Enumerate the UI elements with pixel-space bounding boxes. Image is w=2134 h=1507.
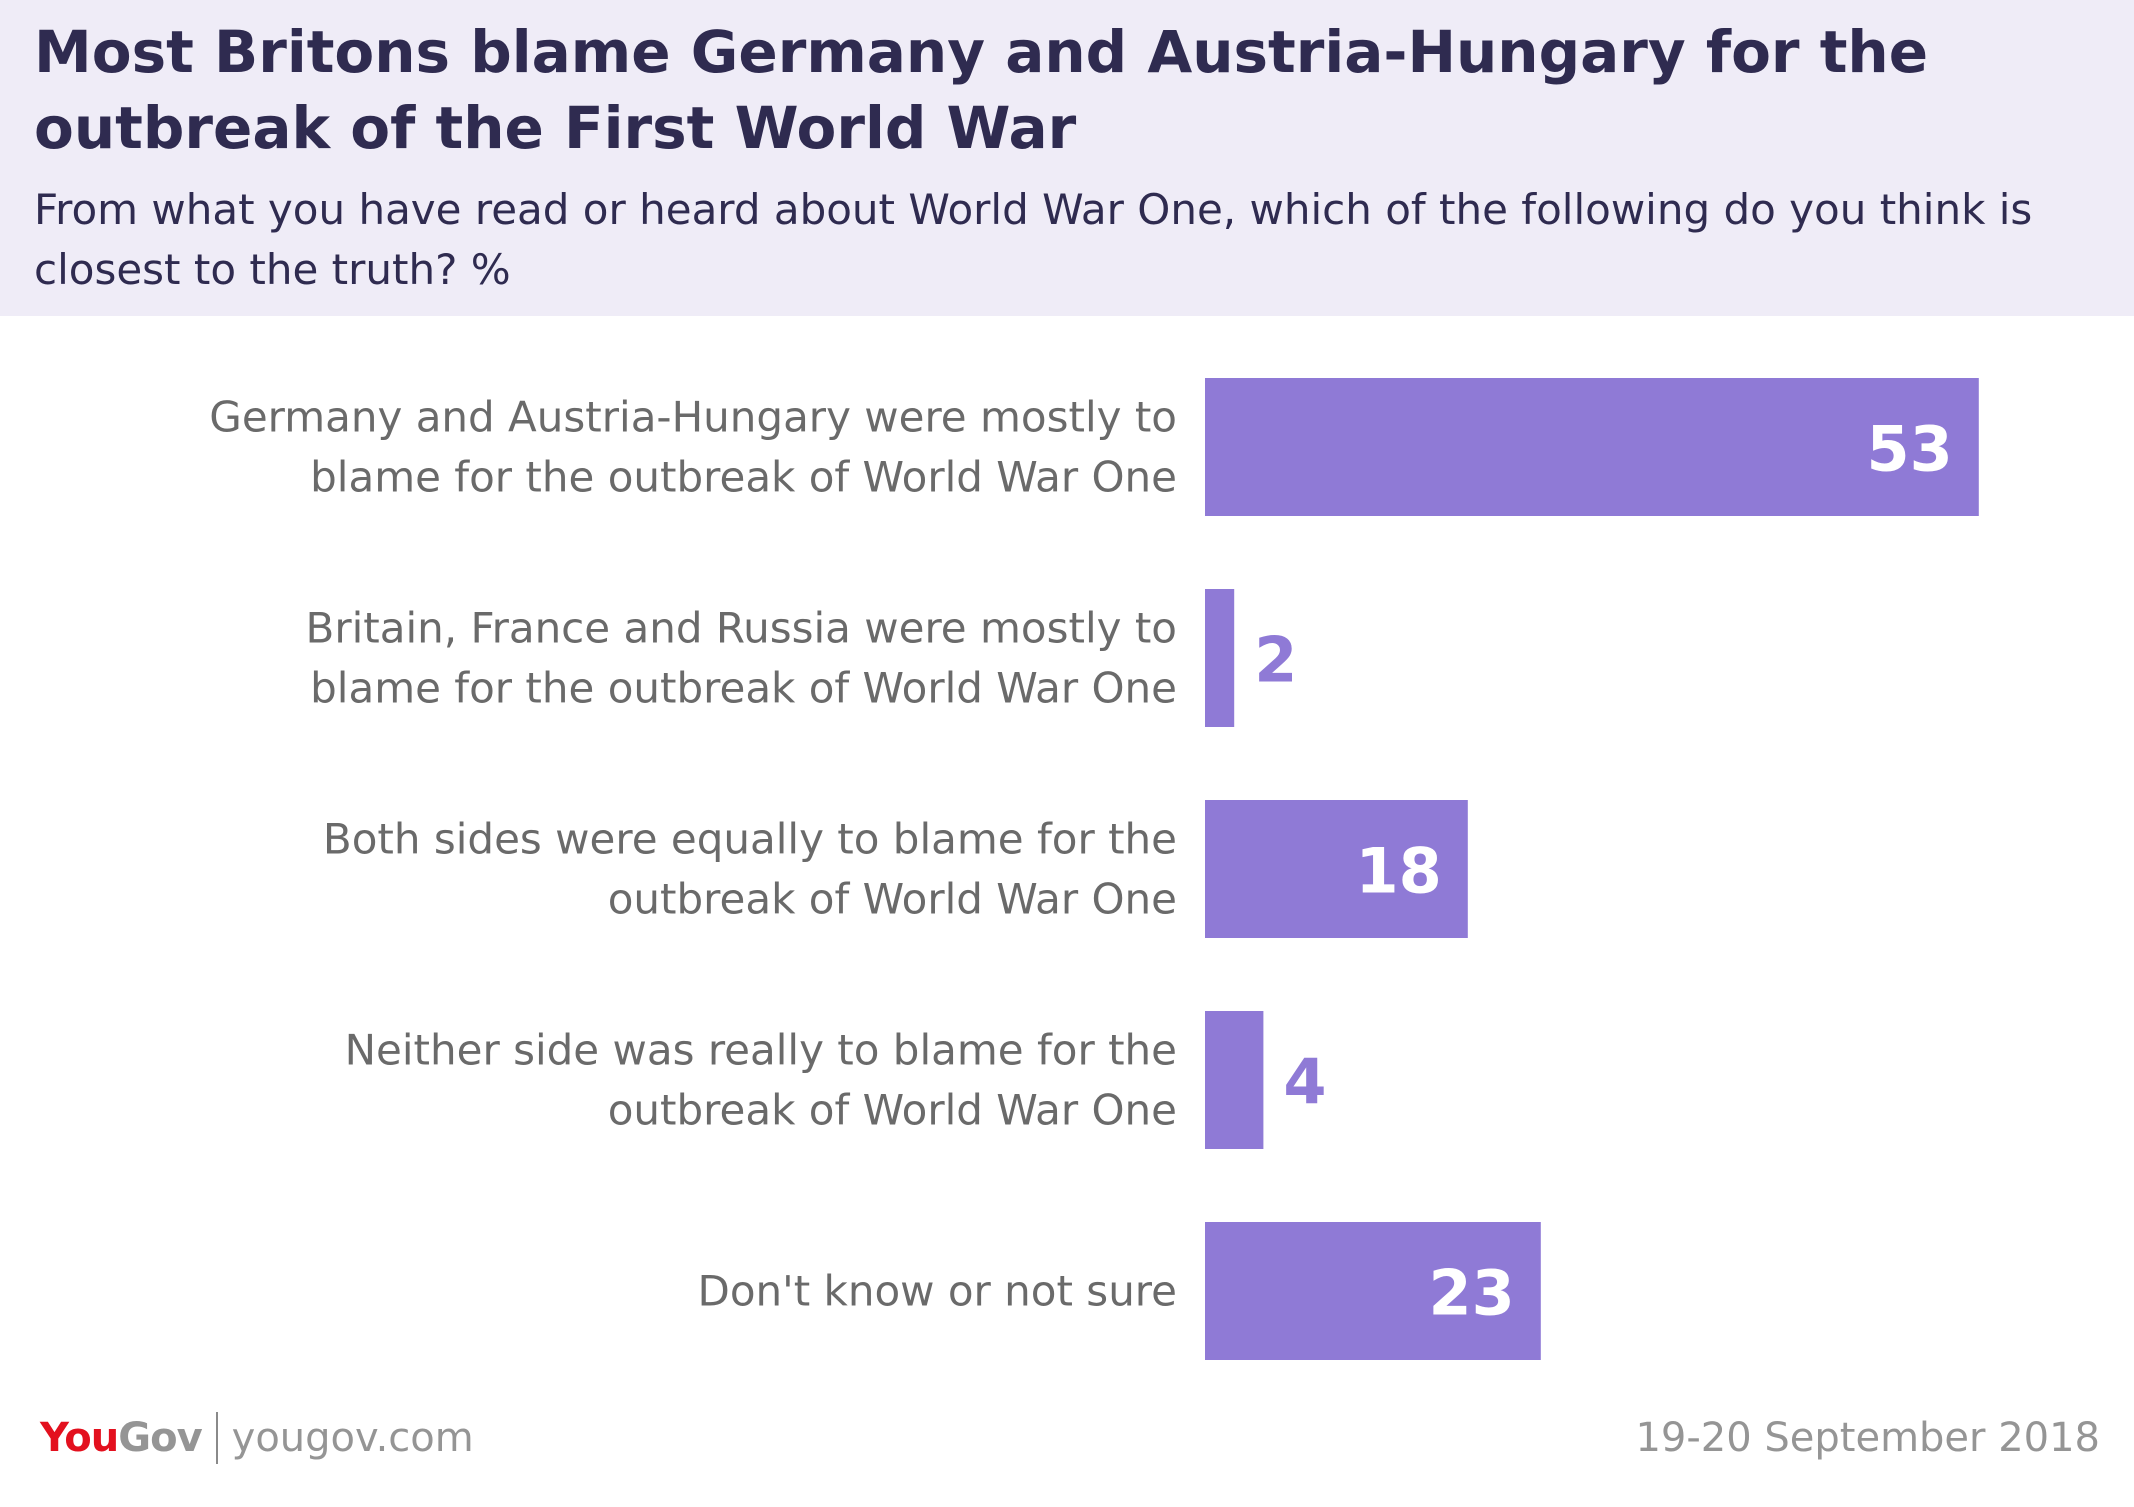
footer-brand: YouGov yougov.com [40,1408,474,1468]
value-label-1: 2 [1254,624,1297,697]
category-label-3-line-1: outbreak of World War One [608,1086,1177,1135]
footer-divider [215,1412,218,1464]
value-label-0: 53 [1867,413,1953,486]
bar-4 [1205,1222,1541,1360]
value-label-2: 18 [1356,835,1442,908]
bar-0 [1205,378,1979,516]
category-label-1-line-1: blame for the outbreak of World War One [310,664,1177,713]
bar-3 [1205,1011,1264,1149]
bar-2 [1205,800,1468,938]
category-label-0-line-1: blame for the outbreak of World War One [310,453,1177,502]
category-label-0-line-0: Germany and Austria-Hungary were mostly … [209,393,1177,442]
category-label-2-line-1: outbreak of World War One [608,875,1177,924]
yougov-logo: YouGov [40,1415,203,1461]
bar-1 [1205,589,1235,727]
category-label-2-line-0: Both sides were equally to blame for the [323,815,1177,864]
category-label-1-line-0: Britain, France and Russia were mostly t… [306,604,1177,653]
header-band: Most Britons blame Germany and Austria-H… [0,0,2134,316]
survey-date: 19-20 September 2018 [1635,1415,2100,1461]
value-label-4: 23 [1429,1257,1515,1330]
chart-title: Most Britons blame Germany and Austria-H… [34,18,1929,162]
value-label-3: 4 [1283,1046,1326,1119]
chart-subtitle: From what you have read or heard about W… [34,185,2033,294]
footer-site-link[interactable]: yougov.com [231,1415,474,1461]
category-label-4-line-0: Don't know or not sure [698,1267,1178,1316]
bar-chart: Germany and Austria-Hungary were mostly … [209,378,1979,1360]
category-label-3-line-0: Neither side was really to blame for the [345,1026,1177,1075]
